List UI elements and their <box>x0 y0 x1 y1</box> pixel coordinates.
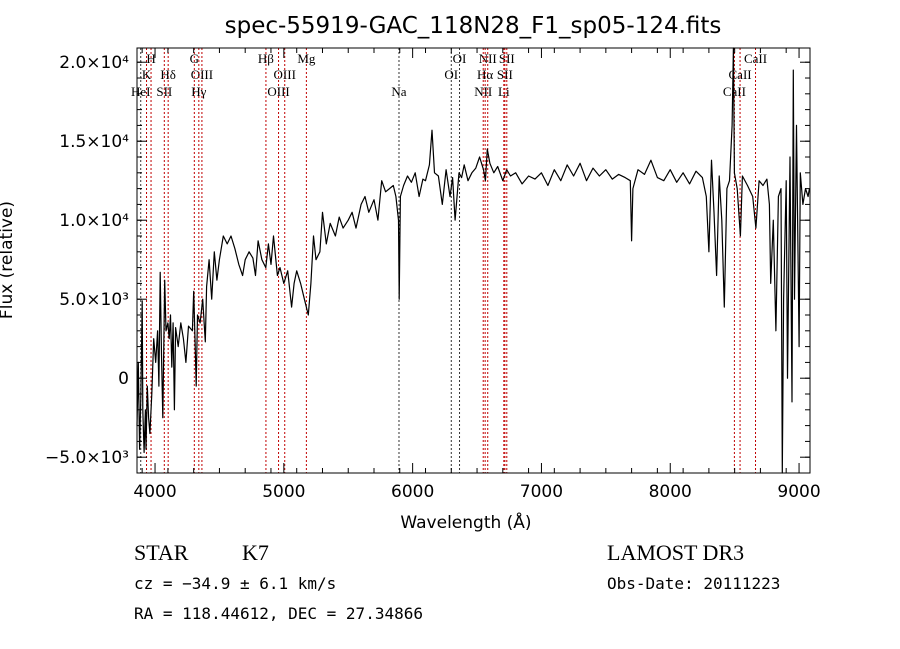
line-marker-label: OI <box>444 67 458 82</box>
line-marker-label: NII <box>474 84 492 99</box>
plot-frame <box>136 47 811 474</box>
line-marker-label: Li <box>498 84 510 99</box>
line-marker-label: Mg <box>297 51 316 66</box>
x-tick-label: 5000 <box>262 482 305 502</box>
line-marker-label: CaII <box>729 67 752 82</box>
coordinates: RA = 118.44612, DEC = 27.34866 <box>134 604 423 623</box>
line-marker-label: OIII <box>191 67 213 82</box>
line-marker-label: HeI <box>131 84 151 99</box>
x-tick-label: 8000 <box>649 482 692 502</box>
line-marker-label: Na <box>391 84 406 99</box>
line-marker-label: OI <box>453 51 467 66</box>
x-tick-label: 7000 <box>520 482 563 502</box>
object-subclass: K7 <box>242 540 269 565</box>
line-marker-label: CaII <box>723 84 746 99</box>
x-tick-label: 6000 <box>391 482 434 502</box>
x-tick-label: 9000 <box>777 482 820 502</box>
line-marker-label: H <box>146 51 155 66</box>
y-tick-label: 5.0×10³ <box>59 290 129 310</box>
x-axis-label: Wavelength (Å) <box>400 511 531 533</box>
line-marker-label: K <box>142 67 152 82</box>
line-marker-label: Hα <box>477 67 493 82</box>
line-marker-label: Hβ <box>258 51 274 66</box>
survey-name: LAMOST DR3 <box>607 540 744 565</box>
line-marker-label: OIII <box>274 67 296 82</box>
x-tick-label: 4000 <box>133 482 176 502</box>
y-tick-label: 0 <box>118 369 129 389</box>
y-tick-label: 1.0×10⁴ <box>59 211 129 231</box>
y-tick-label: 1.5×10⁴ <box>59 132 129 152</box>
chart-title: spec-55919-GAC_118N28_F1_sp05-124.fits <box>225 13 722 39</box>
observation-date: Obs-Date: 20111223 <box>607 574 780 593</box>
line-marker-label: NII <box>479 51 497 66</box>
line-marker-label: SII <box>497 67 513 82</box>
spectrum-line <box>136 47 810 474</box>
axes: 4000 5000 6000 7000 8000 9000 −5.0×10³ 0 5.0×10³… <box>45 48 821 502</box>
line-marker-label: Hγ <box>191 84 206 99</box>
line-marker-label: SII <box>499 51 515 66</box>
redshift-cz: cz = −34.9 ± 6.1 km/s <box>134 574 336 593</box>
y-tick-label: 2.0×10⁴ <box>59 53 129 73</box>
line-marker-label: Hδ <box>160 67 176 82</box>
spectrum-series <box>136 47 810 474</box>
line-marker-label: OIII <box>267 84 289 99</box>
line-marker-label: CaII <box>744 51 767 66</box>
line-marker-label: SII <box>156 84 172 99</box>
y-axis-label: Flux (relative) <box>0 201 17 319</box>
y-tick-label: −5.0×10³ <box>45 448 129 468</box>
emission-line-markers: HKHeIHδSIIGOIIIHγHβOIIIOIIIMgNaOIOINIIHα… <box>131 48 767 473</box>
line-marker-label: G <box>190 51 199 66</box>
object-class: STAR <box>134 540 189 565</box>
